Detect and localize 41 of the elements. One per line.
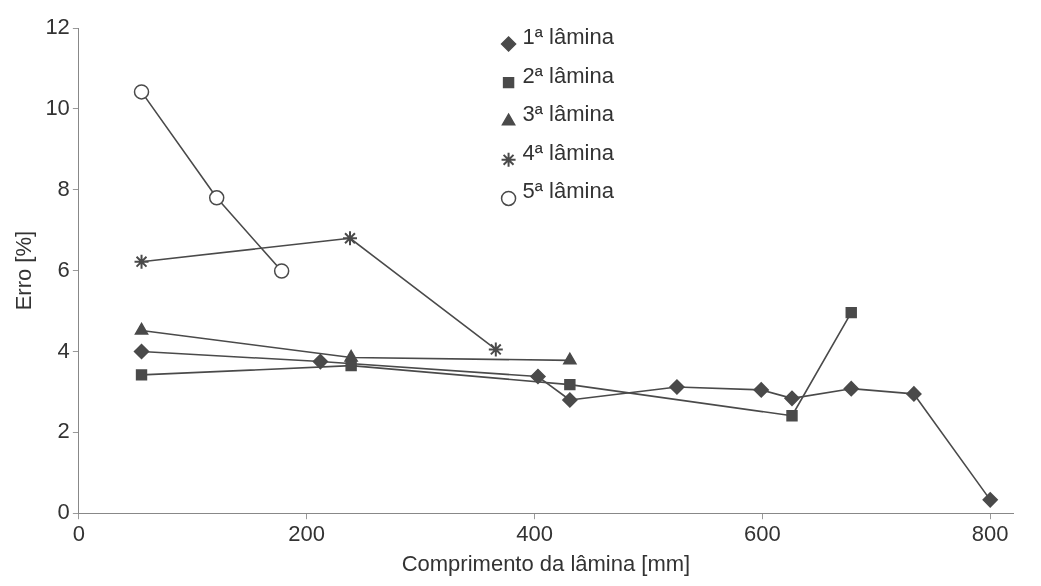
point (344, 349, 358, 362)
y-tick-label: 2 (57, 418, 70, 444)
point (208, 190, 225, 206)
point (906, 386, 922, 402)
x-axis-title: Comprimento da lâmina [mm] (401, 550, 691, 576)
point (530, 368, 546, 385)
legend-label: 2ª lâmina (522, 62, 615, 88)
point (134, 322, 149, 335)
x-tick-label: 800 (971, 521, 1009, 547)
legend-label: 5ª lâmina (522, 178, 615, 204)
point (273, 263, 290, 279)
point (562, 392, 578, 408)
point (133, 84, 150, 100)
point (135, 369, 148, 381)
legend-label: 3ª lâmina (522, 101, 615, 127)
y-tick-label: 6 (57, 256, 70, 282)
x-tick-label: 400 (516, 521, 553, 547)
point (312, 353, 329, 370)
y-tick-label: 0 (57, 499, 70, 525)
point (784, 390, 800, 407)
point (342, 230, 358, 247)
point (487, 341, 504, 358)
point (669, 379, 685, 395)
y-tick-label: 4 (57, 337, 70, 363)
point (843, 380, 859, 397)
y-tick-label: 12 (45, 14, 70, 40)
point (845, 306, 857, 319)
legend-label: 1ª lâmina (522, 24, 615, 50)
y-axis-title: Erro [%] (11, 230, 37, 311)
point (564, 378, 576, 391)
point (786, 410, 798, 422)
point (133, 343, 150, 360)
point (133, 253, 150, 270)
x-tick-label: 600 (744, 521, 781, 547)
x-tick-label: 200 (288, 521, 326, 547)
point (563, 352, 577, 365)
point (753, 382, 769, 398)
y-tick-label: 10 (45, 94, 70, 120)
y-tick-label: 8 (57, 175, 70, 201)
legend-label: 4ª lâmina (522, 139, 615, 165)
point (982, 492, 998, 508)
